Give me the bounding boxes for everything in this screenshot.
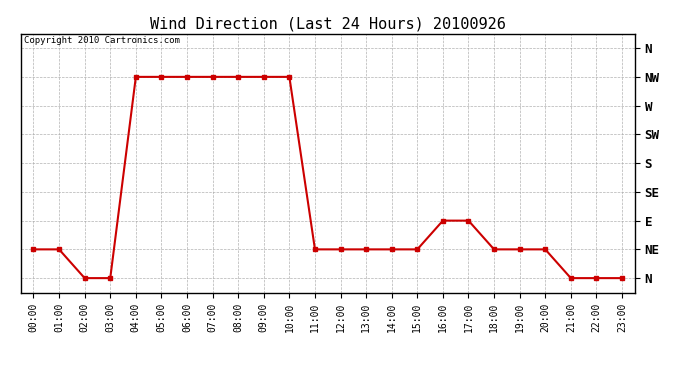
Title: Wind Direction (Last 24 Hours) 20100926: Wind Direction (Last 24 Hours) 20100926 [150,16,506,31]
Text: Copyright 2010 Cartronics.com: Copyright 2010 Cartronics.com [23,36,179,45]
